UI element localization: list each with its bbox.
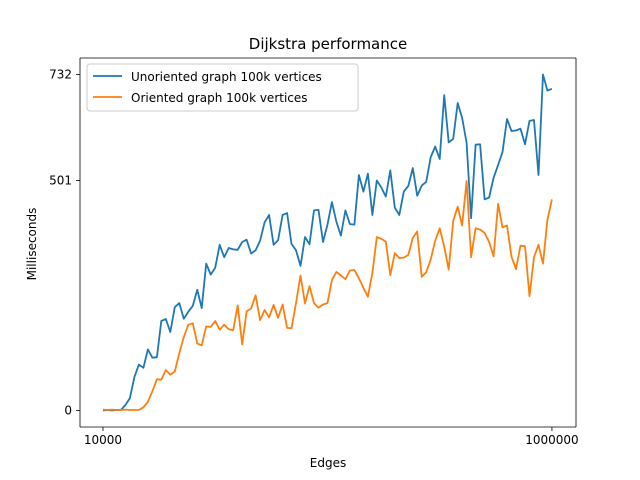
y-tick-label: 732	[49, 68, 72, 82]
legend-frame	[86, 63, 359, 112]
x-tick-label: 1000000	[525, 433, 578, 447]
legend-label-oriented: Oriented graph 100k vertices	[131, 91, 308, 105]
chart-title: Dijkstra performance	[249, 35, 407, 53]
series-layer	[102, 73, 553, 412]
y-tick-label: 0	[64, 403, 72, 417]
series-line-unoriented	[102, 73, 553, 412]
legend: Unoriented graph 100k vertices Oriented …	[86, 63, 359, 112]
axes-layer: 10000 1000000 0 501 732	[49, 57, 579, 447]
legend-label-unoriented: Unoriented graph 100k vertices	[131, 70, 322, 84]
y-axis-label: Milliseconds	[25, 208, 39, 281]
y-tick-label: 501	[49, 174, 72, 188]
x-tick-label: 10000	[84, 433, 122, 447]
series-line-oriented	[102, 180, 553, 411]
x-axis-label: Edges	[310, 456, 346, 470]
